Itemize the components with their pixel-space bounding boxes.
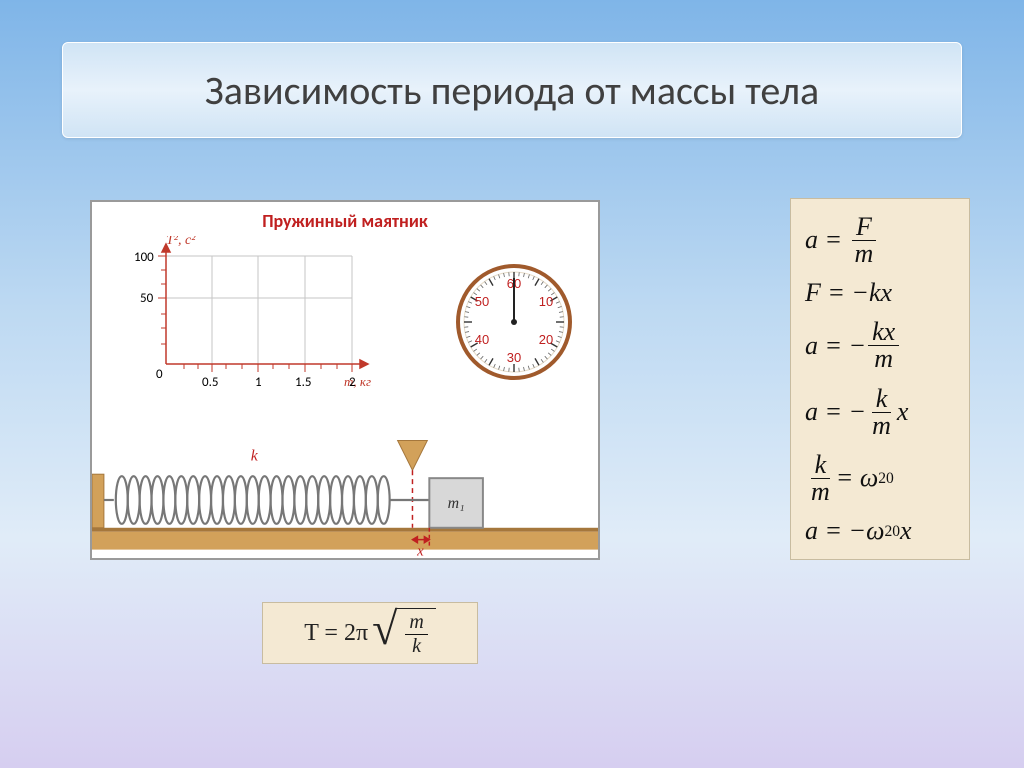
page-title: Зависимость периода от массы тела xyxy=(205,66,819,115)
diagram-title: Пружинный маятник xyxy=(92,210,598,232)
period-formula: T = 2π √ mk xyxy=(262,602,478,664)
clock-50: 50 xyxy=(475,294,489,309)
ytick-0: 0 xyxy=(156,367,163,382)
clock-20: 20 xyxy=(539,332,553,347)
ytick-50: 50 xyxy=(140,291,154,306)
clock-10: 10 xyxy=(539,294,553,309)
xtick-05: 0.5 xyxy=(202,375,218,390)
xtick-2: 2 xyxy=(349,375,356,390)
slide: Зависимость периода от массы тела Пружин… xyxy=(0,0,1024,768)
y-axis-label: T², c² xyxy=(166,236,196,248)
eq-km-omega: km = ω20 xyxy=(805,452,955,505)
spring-k-label: k xyxy=(251,447,259,464)
ytick-100: 100 xyxy=(134,250,154,265)
eq-f-kx: F = −kx xyxy=(805,280,955,306)
clock-40: 40 xyxy=(475,332,489,347)
x-displacement-label: x xyxy=(416,544,424,558)
clock-30: 30 xyxy=(507,350,521,365)
stopwatch: 60 10 20 30 40 50 xyxy=(454,262,574,382)
eq-a-kx-m: a = − kxm xyxy=(805,319,955,372)
mass-label: m₁ xyxy=(448,495,465,512)
eq-a-omega-x: a = −ω20x xyxy=(805,518,955,544)
title-box: Зависимость периода от массы тела xyxy=(62,42,962,138)
diagram-panel: Пружинный маятник xyxy=(90,200,600,560)
graph: T², c² m, кг 100 50 0 0.5 1 1.5 2 xyxy=(108,236,378,396)
xtick-1: 1 xyxy=(255,375,262,390)
formula-panel: a = Fm F = −kx a = − kxm a = − km x km =… xyxy=(790,198,970,560)
xtick-15: 1.5 xyxy=(295,375,311,390)
eq-a-km-x: a = − km x xyxy=(805,386,955,439)
eq-a-f-m: a = Fm xyxy=(805,214,955,267)
spring-setup: m₁ k x xyxy=(92,440,598,558)
